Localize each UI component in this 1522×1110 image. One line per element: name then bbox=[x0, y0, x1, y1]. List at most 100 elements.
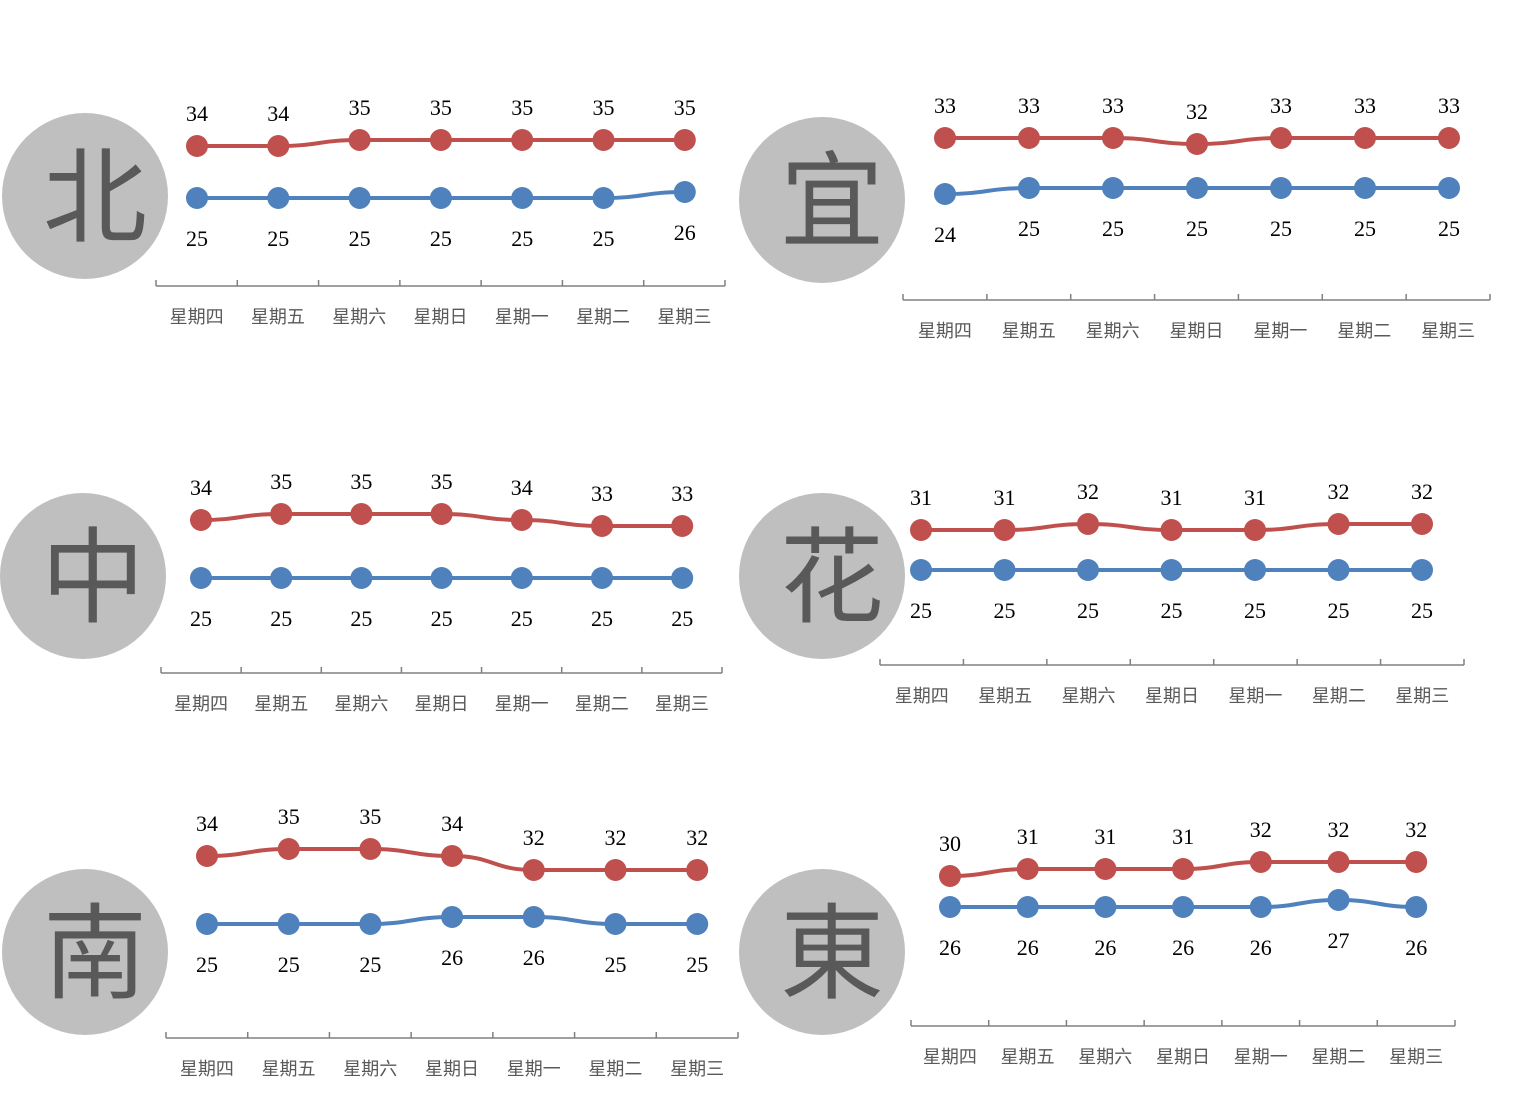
high-temp-label: 32 bbox=[1250, 817, 1272, 842]
x-tick-label: 星期一 bbox=[1234, 1047, 1288, 1068]
high-temp-label: 30 bbox=[939, 831, 961, 856]
low-temp-label: 27 bbox=[1328, 928, 1350, 953]
high-temp-point bbox=[993, 519, 1016, 541]
low-temp-label: 26 bbox=[523, 945, 545, 970]
x-tick-label: 星期五 bbox=[262, 1059, 316, 1080]
high-temp-point bbox=[196, 845, 218, 867]
low-temp-point bbox=[510, 567, 533, 589]
high-temp-label: 35 bbox=[511, 95, 533, 120]
low-temp-label: 25 bbox=[511, 226, 533, 251]
low-temp-point bbox=[267, 187, 290, 209]
low-temp-point bbox=[348, 187, 371, 209]
high-temp-point bbox=[1077, 513, 1099, 535]
low-temp-point bbox=[430, 567, 453, 589]
low-temp-label: 25 bbox=[511, 606, 533, 631]
x-tick-label: 星期六 bbox=[334, 694, 388, 715]
high-temp-label: 31 bbox=[1172, 824, 1194, 849]
low-temp-label: 26 bbox=[1172, 935, 1194, 960]
low-temp-label: 25 bbox=[270, 606, 292, 631]
x-tick-label: 星期四 bbox=[170, 307, 224, 328]
high-temp-point bbox=[1354, 127, 1376, 149]
high-temp-point bbox=[1411, 513, 1433, 535]
low-temp-point bbox=[671, 567, 694, 589]
x-tick-label: 星期日 bbox=[1145, 686, 1199, 707]
high-temp-label: 34 bbox=[511, 475, 533, 500]
low-temp-point bbox=[934, 183, 956, 205]
high-temp-label: 35 bbox=[674, 95, 696, 120]
high-temp-point bbox=[673, 129, 696, 151]
low-temp-point bbox=[1249, 896, 1272, 918]
high-temp-point bbox=[277, 838, 300, 860]
low-temp-label: 25 bbox=[994, 598, 1016, 623]
low-temp-point bbox=[1327, 889, 1350, 911]
high-temp-point bbox=[190, 509, 212, 531]
x-tick-label: 星期三 bbox=[1389, 1047, 1443, 1068]
low-temp-point bbox=[511, 187, 534, 209]
x-tick-label: 星期四 bbox=[923, 1047, 977, 1068]
high-temp-point bbox=[350, 503, 373, 525]
low-temp-point bbox=[1438, 177, 1460, 199]
low-temp-label: 25 bbox=[1438, 216, 1460, 241]
high-temp-label: 35 bbox=[350, 469, 372, 494]
high-temp-point bbox=[1327, 851, 1350, 873]
low-temp-point bbox=[939, 896, 961, 918]
low-temp-label: 25 bbox=[1411, 598, 1433, 623]
low-temp-label: 25 bbox=[910, 598, 932, 623]
x-tick-label: 星期六 bbox=[1086, 321, 1140, 342]
high-temp-label: 35 bbox=[430, 95, 452, 120]
high-temp-label: 35 bbox=[270, 469, 292, 494]
low-temp-point bbox=[1077, 559, 1099, 581]
low-temp-point bbox=[1354, 177, 1376, 199]
low-temp-label: 26 bbox=[1405, 935, 1427, 960]
low-temp-label: 26 bbox=[441, 945, 463, 970]
high-temp-point bbox=[186, 135, 208, 157]
high-temp-label: 31 bbox=[994, 485, 1016, 510]
low-temp-point bbox=[429, 187, 452, 209]
x-tick-label: 星期五 bbox=[1001, 1047, 1055, 1068]
high-temp-point bbox=[1244, 519, 1266, 541]
low-temp-label: 26 bbox=[1017, 935, 1039, 960]
x-tick-label: 星期四 bbox=[180, 1059, 234, 1080]
low-temp-point bbox=[1016, 896, 1039, 918]
x-tick-label: 星期日 bbox=[1170, 321, 1224, 342]
high-temp-label: 33 bbox=[1018, 93, 1040, 118]
high-temp-label: 31 bbox=[1244, 485, 1266, 510]
high-temp-label: 34 bbox=[190, 475, 212, 500]
high-temp-point bbox=[522, 859, 545, 881]
low-temp-label: 24 bbox=[934, 222, 956, 247]
low-temp-point bbox=[190, 567, 212, 589]
x-tick-label: 星期日 bbox=[415, 694, 469, 715]
high-temp-label: 34 bbox=[441, 811, 463, 836]
low-temp-point bbox=[604, 913, 627, 935]
low-temp-point bbox=[186, 187, 208, 209]
high-temp-point bbox=[429, 129, 452, 151]
city-name: 花 bbox=[780, 517, 884, 639]
high-temp-label: 33 bbox=[1438, 93, 1460, 118]
high-temp-label: 32 bbox=[523, 825, 545, 850]
x-tick-label: 星期二 bbox=[575, 694, 629, 715]
low-temp-point bbox=[441, 906, 464, 928]
low-temp-label: 25 bbox=[359, 952, 381, 977]
high-temp-point bbox=[348, 129, 371, 151]
high-temp-label: 31 bbox=[910, 485, 932, 510]
low-temp-label: 25 bbox=[686, 952, 708, 977]
low-temp-label: 25 bbox=[1102, 216, 1124, 241]
city-circle bbox=[739, 117, 905, 283]
high-temp-label: 33 bbox=[671, 481, 693, 506]
x-tick-label: 星期日 bbox=[1156, 1047, 1210, 1068]
high-temp-point bbox=[270, 503, 293, 525]
low-temp-point bbox=[1102, 177, 1124, 199]
low-temp-point bbox=[350, 567, 373, 589]
low-temp-label: 25 bbox=[605, 952, 627, 977]
city-circle bbox=[2, 869, 168, 1035]
high-temp-label: 32 bbox=[1328, 479, 1350, 504]
city-circle bbox=[2, 113, 168, 279]
low-temp-label: 25 bbox=[1161, 598, 1183, 623]
x-tick-label: 星期二 bbox=[1337, 321, 1391, 342]
